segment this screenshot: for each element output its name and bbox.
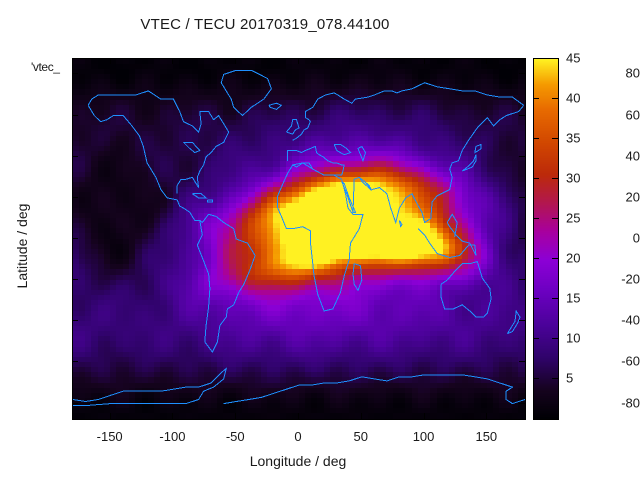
y-tick-mark (72, 238, 78, 239)
x-tick-label: 150 (475, 429, 498, 444)
y-tick-label: 0 (632, 230, 640, 246)
y-tick-mark (519, 402, 525, 404)
y-tick-label: -80 (621, 395, 640, 411)
x-tick-label: -150 (96, 429, 123, 444)
colorbar-tick-label: 35 (566, 130, 581, 146)
x-tick-mark (298, 58, 299, 64)
x-axis-label: Longitude / deg (249, 453, 347, 469)
x-tick-label: 100 (412, 429, 435, 444)
x-tick-mark (172, 58, 174, 64)
colorbar-tick-mark (552, 378, 558, 379)
x-tick-mark (109, 413, 111, 419)
x-tick-label: 0 (294, 429, 302, 444)
colorbar-tick-label: 20 (566, 250, 581, 266)
y-tick-label: 80 (625, 65, 640, 81)
x-tick-label: 50 (353, 429, 368, 444)
colorbar-tick-mark (552, 138, 558, 139)
colorbar-tick-label: 5 (566, 370, 574, 386)
x-tick-mark (423, 58, 425, 64)
y-tick-mark (519, 73, 525, 75)
page-title: VTEC / TECU 20170319_078.44100 (140, 16, 390, 33)
colorbar-tick-mark (552, 298, 558, 299)
y-tick-mark (519, 155, 525, 157)
colorbar-tick-label: 30 (566, 170, 581, 186)
y-tick-mark (72, 196, 78, 198)
colorbar-tick-mark (552, 98, 558, 99)
colorbar-tick-mark (533, 378, 539, 379)
y-tick-label: 20 (625, 189, 640, 205)
y-tick-mark (519, 238, 525, 239)
colorbar-tick-mark (552, 218, 558, 219)
colorbar-tick-mark (533, 178, 539, 179)
y-tick-mark (72, 320, 78, 322)
colorbar-tick-label: 10 (566, 330, 581, 346)
x-tick-mark (298, 413, 299, 419)
vtec-heatmap-canvas (73, 59, 525, 419)
x-tick-mark (109, 58, 111, 64)
y-tick-mark (72, 73, 78, 75)
colorbar-tick-label: 40 (566, 90, 581, 106)
x-tick-mark (235, 58, 237, 64)
x-tick-mark (423, 413, 425, 419)
x-tick-mark (360, 413, 362, 419)
x-tick-label: -50 (225, 429, 245, 444)
x-tick-mark (235, 413, 237, 419)
x-tick-mark (172, 413, 174, 419)
colorbar-tick-mark (552, 178, 558, 179)
colorbar-tick-mark (533, 218, 539, 219)
y-tick-mark (72, 279, 78, 281)
y-tick-label: -40 (621, 312, 640, 328)
y-tick-label: -20 (621, 271, 640, 287)
vtec-map-panel (72, 58, 526, 420)
x-tick-label: -100 (159, 429, 186, 444)
y-tick-label: 40 (625, 148, 640, 164)
colorbar-tick-label: 25 (566, 210, 581, 226)
colorbar-tick-mark (552, 338, 558, 339)
colorbar-tick-mark (552, 258, 558, 259)
colorbar-tick-mark (533, 138, 539, 139)
y-tick-mark (72, 361, 78, 363)
y-tick-mark (72, 114, 78, 116)
colorbar-tick-mark (533, 258, 539, 259)
colorbar (533, 58, 559, 420)
x-tick-mark (486, 58, 488, 64)
y-tick-mark (519, 361, 525, 363)
y-tick-label: -60 (621, 353, 640, 369)
x-tick-mark (486, 413, 488, 419)
series-annotation-label: 'vtec_ (31, 60, 60, 74)
colorbar-tick-label: 15 (566, 290, 581, 306)
y-tick-mark (519, 320, 525, 322)
colorbar-tick-mark (533, 338, 539, 339)
y-axis-label: Latitude / deg (14, 203, 30, 289)
colorbar-gradient (534, 59, 558, 419)
y-tick-mark (72, 155, 78, 157)
y-tick-mark (72, 402, 78, 404)
y-tick-mark (519, 196, 525, 198)
x-tick-mark (360, 58, 362, 64)
y-tick-mark (519, 114, 525, 116)
colorbar-tick-mark (533, 298, 539, 299)
y-tick-label: 60 (625, 107, 640, 123)
y-tick-mark (519, 279, 525, 281)
colorbar-tick-mark (533, 98, 539, 99)
colorbar-tick-label: 45 (566, 50, 581, 66)
